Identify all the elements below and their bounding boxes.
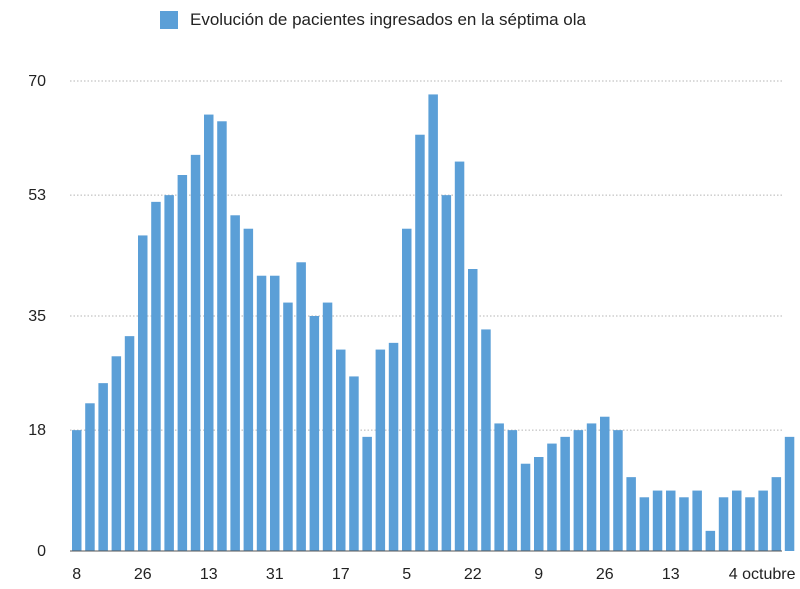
bar <box>718 497 729 551</box>
bar <box>190 154 201 551</box>
bar <box>204 114 214 552</box>
x-tick-label: 26 <box>596 566 614 583</box>
bar <box>468 269 478 551</box>
bar <box>164 195 174 551</box>
x-tick-label: 17 <box>332 566 350 583</box>
bar <box>507 430 518 551</box>
bar <box>243 228 254 551</box>
bar <box>705 530 716 551</box>
bar <box>534 457 544 551</box>
bar <box>349 376 359 551</box>
x-tick-label: 4 octubre <box>729 566 796 583</box>
bar <box>388 342 399 551</box>
bar <box>494 423 504 551</box>
bar <box>270 275 280 551</box>
bar <box>666 490 676 551</box>
bar <box>138 235 148 551</box>
bar <box>441 195 452 551</box>
bar <box>428 94 438 551</box>
y-tick-label: 35 <box>28 308 46 325</box>
y-tick-label: 18 <box>28 422 46 439</box>
bar <box>283 302 293 551</box>
bar <box>375 349 386 551</box>
bar <box>784 436 795 551</box>
x-tick-label: 26 <box>134 566 152 583</box>
bar <box>586 423 597 551</box>
bar <box>217 121 227 552</box>
bar <box>362 436 372 551</box>
bar <box>151 201 161 551</box>
bar <box>560 436 570 551</box>
legend: Evolución de pacientes ingresados en la … <box>160 8 586 32</box>
bar <box>639 497 650 551</box>
bar <box>98 383 108 551</box>
x-tick-label: 31 <box>266 566 284 583</box>
x-tick-label: 8 <box>72 566 81 583</box>
bar <box>679 497 689 551</box>
x-tick-label: 9 <box>534 566 543 583</box>
gridlines <box>70 80 782 431</box>
bar <box>771 477 782 551</box>
bar <box>296 262 306 551</box>
x-tick-label: 22 <box>464 566 482 583</box>
bar <box>72 430 82 551</box>
bar <box>336 349 346 551</box>
bar <box>652 490 663 551</box>
bar <box>758 490 768 551</box>
x-tick-label: 5 <box>402 566 411 583</box>
legend-swatch <box>160 11 178 29</box>
bar <box>573 430 584 551</box>
axes: 0 18 35 53 70 8 26 13 31 17 5 22 9 26 13 4 octubre <box>28 73 795 583</box>
y-tick-label: 0 <box>37 543 46 560</box>
bar <box>481 329 491 551</box>
bar <box>256 275 267 551</box>
bar <box>613 430 623 551</box>
bar <box>732 490 742 551</box>
bar <box>402 228 412 551</box>
bar <box>85 403 95 551</box>
bar <box>547 443 557 551</box>
bars <box>72 94 795 552</box>
legend-label: Evolución de pacientes ingresados en la … <box>190 10 586 29</box>
bar <box>745 497 755 551</box>
x-tick-label: 13 <box>200 566 218 583</box>
bar <box>309 316 320 551</box>
bar <box>626 477 636 551</box>
bar <box>520 463 531 551</box>
bar <box>692 490 702 551</box>
bar <box>322 302 333 551</box>
bar <box>124 336 135 551</box>
x-tick-label: 13 <box>662 566 680 583</box>
y-tick-label: 53 <box>28 187 46 204</box>
bar <box>177 175 188 551</box>
bar <box>600 416 610 551</box>
y-tick-label: 70 <box>28 73 46 90</box>
bar <box>230 215 240 552</box>
bar <box>111 356 122 551</box>
bar <box>454 161 465 552</box>
bar <box>415 134 425 551</box>
